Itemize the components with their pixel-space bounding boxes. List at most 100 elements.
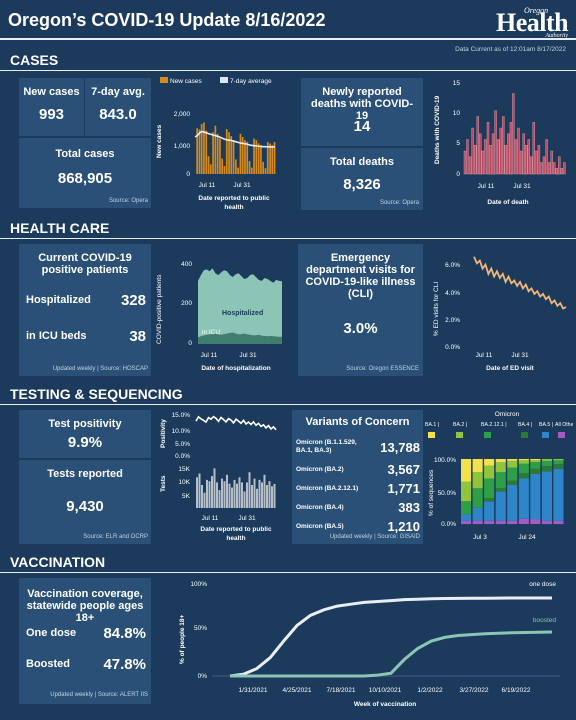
vax-xtick: 1/2/2022 [417, 687, 443, 694]
cases-chart: New cases 7-day average New cases 2,000 … [156, 77, 276, 211]
legend-new-cases-swatch [160, 77, 168, 83]
deaths-bar [476, 116, 479, 175]
deaths-chart: Deaths with COVID-19 15 10 5 0 Jul 11 Ju… [434, 80, 566, 206]
hosp-area [198, 268, 282, 344]
variants-segment [495, 520, 506, 525]
ed-ytick-1: 4.0% [445, 290, 460, 297]
variants-segment [507, 485, 518, 521]
variants-segment [472, 488, 483, 508]
logo-oregon: Oregon [524, 6, 549, 15]
hosp-xtick-1: Jul 31 [239, 352, 257, 359]
total-cases-label: Total cases [55, 148, 115, 160]
variant-count: 383 [398, 500, 420, 515]
variants-segment [553, 464, 564, 469]
variants-segment [484, 465, 495, 479]
deaths-bar [471, 127, 474, 175]
tests-bar [246, 482, 248, 508]
deaths-bar [542, 156, 546, 175]
variants-segment [461, 481, 472, 502]
cases-box [19, 78, 151, 208]
variant-name: Omicron (BA.2) [296, 465, 344, 473]
one-dose-series-label: one dose [529, 581, 556, 588]
deaths-bar [522, 133, 525, 175]
variants-legend-swatch [456, 432, 463, 438]
one-dose-value: 84.8% [103, 625, 146, 642]
deaths-bar [474, 145, 477, 175]
boosted-label: Boosted [26, 658, 70, 670]
tests-bar [213, 468, 216, 508]
cases-bar [248, 161, 251, 174]
variants-legend-swatch [542, 432, 549, 438]
variant-name: Omicron (BA.5) [296, 522, 344, 530]
icu-label: in ICU beds [26, 330, 87, 342]
legend-avg-swatch [220, 77, 228, 83]
icu-value: 38 [129, 328, 146, 345]
deaths-new-label: Newly reported deaths with COVID-19 [310, 86, 414, 122]
testing-divider [19, 458, 151, 460]
section-cases: CASES [10, 52, 59, 68]
tests-xtick-0: Jul 11 [202, 515, 219, 522]
vax-xtick: 7/18/2021 [327, 687, 356, 694]
deaths-bar [547, 162, 551, 175]
variants-segment [495, 488, 506, 492]
variants-segment [553, 460, 564, 465]
cases-bar [223, 166, 226, 174]
deaths-source: Source: Opera [379, 200, 419, 206]
new-cases-label: New cases [23, 86, 80, 98]
deaths-bar [514, 139, 518, 175]
vax-ytick-2: 0% [198, 673, 208, 680]
vaccination-chart: % of people 18+ 100% 50% 0% one dose boo… [179, 581, 560, 708]
section-testing: TESTING & SEQUENCING [10, 386, 183, 402]
avg-value: 843.0 [99, 106, 137, 123]
vax-xtick: 4/25/2021 [283, 687, 312, 694]
variants-segment [530, 474, 541, 520]
cases-bar [207, 156, 210, 174]
cases-ytick-0: 2,000 [174, 111, 191, 118]
ed-box [298, 244, 423, 376]
tests-bar [218, 490, 221, 508]
deaths-total-value: 8,326 [343, 176, 381, 193]
vax-ytick-0: 100% [190, 581, 207, 588]
one-dose-line [229, 596, 552, 678]
deaths-new-value: 14 [353, 118, 371, 135]
positivity-value: 9.9% [67, 434, 103, 451]
deaths-bar [494, 110, 497, 175]
deaths-bar [527, 139, 531, 175]
cases-bar [235, 159, 237, 174]
deaths-bar [479, 133, 482, 175]
cases-bar [230, 136, 233, 174]
variants-legend-label: BA.2 | [453, 422, 467, 428]
deaths-bar [466, 139, 469, 175]
deaths-bar [502, 116, 505, 175]
deaths-bar [499, 127, 502, 175]
variants-source: Updated weekly | Source: GISAID [329, 534, 420, 540]
variants-legend-label: All Other [555, 422, 573, 428]
vax-xlabel: Week of vaccination [354, 701, 416, 708]
legend-new-cases: New cases [170, 78, 203, 85]
tests-bar [273, 483, 276, 508]
deaths-bar [530, 156, 533, 175]
variants-segment [518, 459, 529, 461]
var-xtick-1: Jul 24 [518, 534, 536, 541]
variants-segment [541, 466, 552, 472]
vax-ytick-1: 50% [194, 625, 207, 632]
hosp-ytick-0: 400 [181, 261, 192, 268]
cases-xlabel-2: health [224, 204, 243, 211]
variants-segment [461, 459, 472, 482]
positivity-ylabel: Positivity [160, 419, 167, 448]
avg-label: 7-day avg. [91, 86, 145, 98]
deaths-bar [484, 139, 487, 175]
deaths-total-label: Total deaths [330, 156, 394, 168]
tests-ytick-1: 10K [178, 479, 190, 486]
ed-ytick-3: 0.0% [445, 344, 460, 351]
variants-segment [518, 463, 529, 474]
variant-name: Omicron (B.1.1.529, BA.1, BA.3) [296, 439, 357, 454]
tests-bar [216, 482, 218, 508]
tests-value: 9,430 [66, 498, 104, 515]
testing-box [19, 410, 151, 544]
vax-xtick: 1/31/2021 [239, 687, 268, 694]
variants-list: Omicron (B.1.1.529, BA.1, BA.3) 13,788 Omi… [296, 434, 420, 536]
variants-segment [518, 473, 529, 479]
tests-xlabel-2: health [226, 535, 245, 542]
ed-xlabel: Date of ED visit [486, 365, 535, 372]
